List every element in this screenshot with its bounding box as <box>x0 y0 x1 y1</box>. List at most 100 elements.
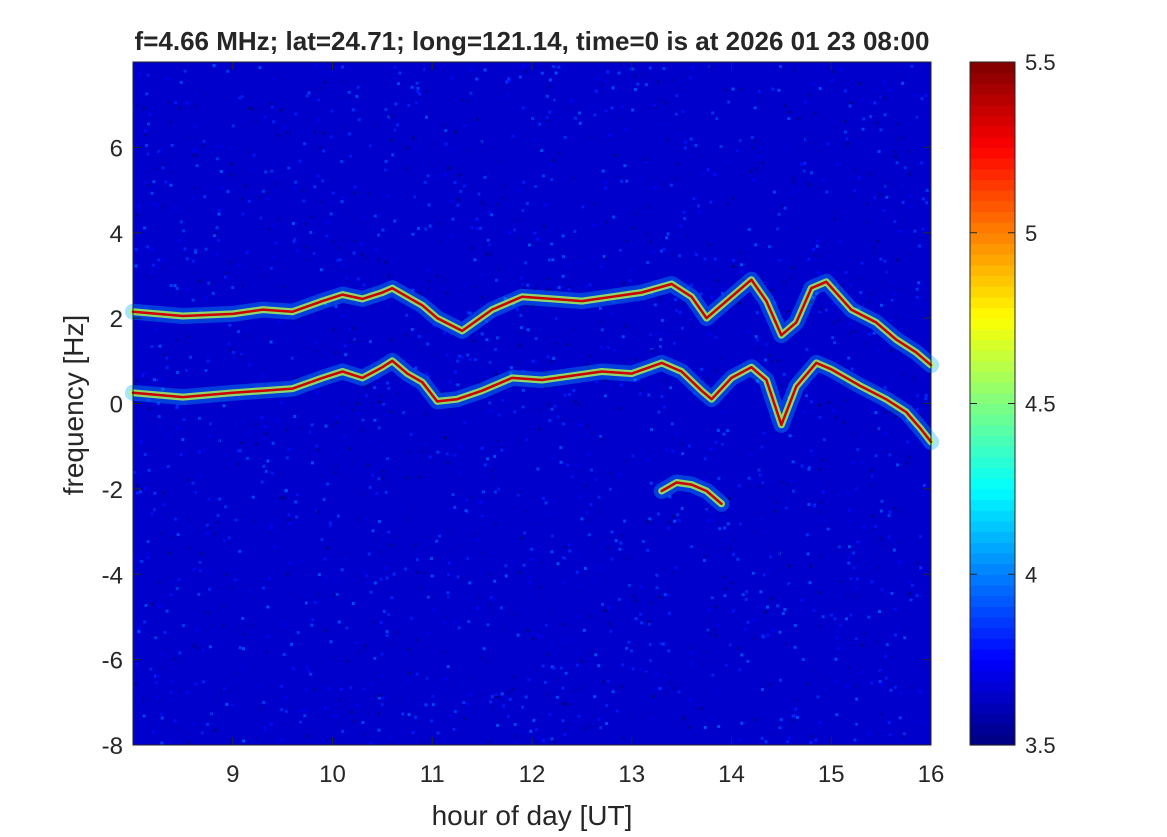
heatmap-trace-2 <box>125 271 939 374</box>
trace-core <box>660 481 723 506</box>
colorbar-tick-label: 4 <box>1025 562 1037 587</box>
y-tick-label: -6 <box>102 648 123 675</box>
colorbar-swatch <box>970 264 1015 277</box>
colorbar-swatch <box>970 371 1015 383</box>
colorbar-swatch <box>970 94 1015 106</box>
heatmap-noise <box>133 62 929 745</box>
colorbar-swatch <box>970 702 1015 714</box>
colorbar-swatch <box>970 424 1015 437</box>
heatmap-background <box>133 62 931 745</box>
y-tick-label: -4 <box>102 562 123 589</box>
colorbar-swatch <box>970 296 1015 309</box>
colorbar-swatch <box>970 115 1015 127</box>
y-axis-label: frequency [Hz] <box>58 315 89 496</box>
colorbar-swatch <box>970 307 1015 319</box>
y-tick-label: 6 <box>110 135 123 162</box>
colorbar-swatch <box>970 488 1015 501</box>
colorbar-swatch <box>970 616 1015 629</box>
colorbar-swatch <box>970 467 1015 479</box>
colorbar-swatch <box>970 392 1015 405</box>
colorbar: 3.5 4 4.5 5 5.5 <box>969 50 1056 758</box>
colorbar-tick-label: 3.5 <box>1025 733 1056 758</box>
colorbar-swatch <box>970 574 1015 586</box>
colorbar-swatch <box>970 339 1015 351</box>
heatmap-trace-3 <box>653 474 730 512</box>
colorbar-swatch <box>970 62 1015 74</box>
colorbar-swatch <box>970 446 1015 458</box>
colorbar-swatch <box>970 243 1015 255</box>
colorbar-swatch <box>970 254 1015 266</box>
colorbar-swatch <box>970 350 1015 362</box>
colorbar-swatch <box>970 232 1015 245</box>
colorbar-swatch <box>970 318 1015 330</box>
colorbar-swatch <box>970 584 1015 597</box>
colorbar-swatch <box>970 104 1015 116</box>
colorbar-tick-label: 4.5 <box>1025 392 1056 417</box>
x-tick-label: 14 <box>718 761 745 788</box>
colorbar-swatch <box>970 531 1015 543</box>
colorbar-swatch <box>970 595 1015 607</box>
colorbar-tick-label: 5.5 <box>1025 50 1056 75</box>
x-tick-label: 13 <box>618 761 645 788</box>
colorbar-swatch <box>970 414 1015 426</box>
x-tick-label: 11 <box>420 761 445 788</box>
colorbar-swatch <box>970 382 1015 394</box>
colorbar-swatch <box>970 659 1015 671</box>
chart-title: f=4.66 MHz; lat=24.71; long=121.14, time… <box>135 26 930 56</box>
colorbar-tick-label: 5 <box>1025 221 1037 246</box>
colorbar-swatch <box>970 552 1015 565</box>
x-tick-label: 12 <box>519 761 546 788</box>
colorbar-swatch <box>970 190 1015 202</box>
colorbar-swatch <box>970 627 1015 639</box>
colorbar-swatch <box>970 328 1015 341</box>
y-tick-label: 4 <box>110 221 123 248</box>
colorbar-swatch <box>970 179 1015 191</box>
x-tick-label: 16 <box>918 761 945 788</box>
colorbar-swatch <box>970 168 1015 180</box>
colorbar-swatch <box>970 403 1015 415</box>
colorbar-swatch <box>970 712 1015 725</box>
x-axis-label: hour of day [UT] <box>432 800 633 831</box>
x-tick-label: 15 <box>818 761 845 788</box>
colorbar-swatch <box>970 542 1015 554</box>
plot-area <box>125 62 939 745</box>
colorbar-swatch <box>970 510 1015 522</box>
trace-core <box>131 359 933 444</box>
colorbar-swatch <box>970 147 1015 159</box>
colorbar-swatch <box>970 734 1015 746</box>
colorbar-swatch <box>970 456 1015 469</box>
y-tick-label: -2 <box>102 477 123 504</box>
colorbar-swatch <box>970 222 1015 234</box>
colorbar-swatch <box>970 158 1015 170</box>
colorbar-swatch <box>970 499 1015 511</box>
x-tick-label: 10 <box>319 761 346 788</box>
colorbar-swatch <box>970 360 1015 373</box>
colorbar-swatch <box>970 136 1015 148</box>
colorbar-swatch <box>970 126 1015 138</box>
colorbar-swatch <box>970 680 1015 693</box>
y-tick-label: -8 <box>102 733 123 760</box>
colorbar-swatch <box>970 478 1015 490</box>
colorbar-swatch <box>970 72 1015 84</box>
colorbar-swatch <box>970 648 1015 661</box>
colorbar-swatch <box>970 275 1015 287</box>
colorbar-swatch <box>970 563 1015 575</box>
colorbar-swatch <box>970 200 1015 212</box>
colorbar-swatch <box>970 435 1015 447</box>
heatmap-trace-1 <box>125 352 939 450</box>
colorbar-swatch <box>970 638 1015 650</box>
colorbar-swatch <box>970 723 1015 735</box>
axes: 9 10 11 12 13 14 15 16 -8 -6 -4 -2 0 2 4 6 <box>102 61 945 788</box>
colorbar-swatch <box>970 606 1015 618</box>
colorbar-swatch <box>970 83 1015 95</box>
y-tick-label: 2 <box>110 306 123 333</box>
x-tick-label: 9 <box>226 761 239 788</box>
colorbar-swatch <box>970 211 1015 223</box>
colorbar-swatch <box>970 691 1015 703</box>
colorbar-swatch <box>970 286 1015 298</box>
colorbar-swatch <box>970 670 1015 682</box>
trace-core <box>131 278 933 367</box>
colorbar-swatch <box>970 520 1015 533</box>
y-tick-label: 0 <box>110 392 123 419</box>
